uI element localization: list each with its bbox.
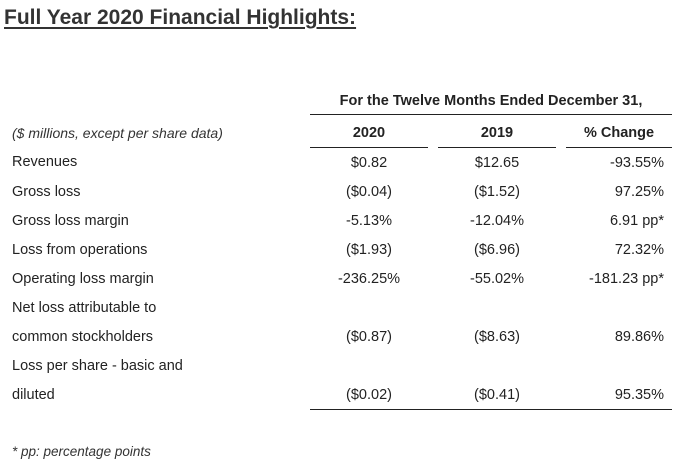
value-2020: ($0.04) [346,183,392,200]
value-change: -93.55% [609,154,664,171]
period-header-rule [310,114,672,115]
value-change: 89.86% [614,328,664,345]
value-change [566,293,672,322]
table-row: common stockholders ($0.87) ($8.63) 89.8… [12,322,672,351]
value-2019: ($8.63) [474,328,520,345]
value-2019: -55.02% [469,270,524,287]
value-2020: -5.13% [346,212,392,229]
value-change: 95.35% [566,380,672,410]
value-2020: ($0.02) [310,380,428,410]
value-2019: ($0.41) [438,380,556,410]
value-2020: $0.82 [350,154,388,171]
row-label: Revenues [12,154,78,171]
table-row: Gross loss ($0.04) ($1.52) 97.25% [12,177,672,206]
value-change: 72.32% [614,241,664,258]
table-row: Loss per share - basic and [12,351,672,380]
row-label: Loss from operations [12,241,148,258]
row-label: Loss per share - basic and [12,357,183,374]
row-label: Gross loss [12,183,81,200]
value-change: 97.25% [614,183,664,200]
value-2020: ($0.87) [346,328,392,345]
value-2020 [310,293,428,322]
value-2020 [310,351,428,380]
value-2019 [438,351,556,380]
table-row: Gross loss margin -5.13% -12.04% 6.91 pp… [12,206,672,235]
row-label: Operating loss margin [12,270,154,287]
units-note: ($ millions, except per share data) [12,124,223,141]
value-2019: ($1.52) [474,183,520,200]
table-row: Revenues $0.82 $12.65 -93.55% [12,148,672,178]
table-row: Net loss attributable to [12,293,672,322]
column-header-2020: 2020 [310,118,428,148]
value-2019 [438,293,556,322]
table-row: Operating loss margin -236.25% -55.02% -… [12,264,672,293]
table-row: Loss from operations ($1.93) ($6.96) 72.… [12,235,672,264]
value-2020: -236.25% [337,270,401,287]
column-header-2019: 2019 [438,118,556,148]
value-2020: ($1.93) [346,241,392,258]
row-label: Net loss attributable to [12,299,157,316]
value-change [566,351,672,380]
column-header-change: % Change [566,118,672,148]
period-header: For the Twelve Months Ended December 31, [339,93,643,109]
table-row: diluted ($0.02) ($0.41) 95.35% [12,380,672,410]
table-header-row: ($ millions, except per share data) 2020… [12,118,672,148]
value-2019: ($6.96) [474,241,520,258]
page-title: Full Year 2020 Financial Highlights: [4,6,357,29]
footnote: * pp: percentage points [12,444,151,459]
financial-highlights-table: ($ millions, except per share data) 2020… [12,118,672,410]
value-2019: $12.65 [474,154,520,171]
row-label: Gross loss margin [12,212,129,229]
value-change: 6.91 pp* [609,212,664,229]
value-2019: -12.04% [469,212,524,229]
row-label: common stockholders [12,328,154,345]
value-change: -181.23 pp* [589,270,664,287]
row-label: diluted [12,386,55,403]
